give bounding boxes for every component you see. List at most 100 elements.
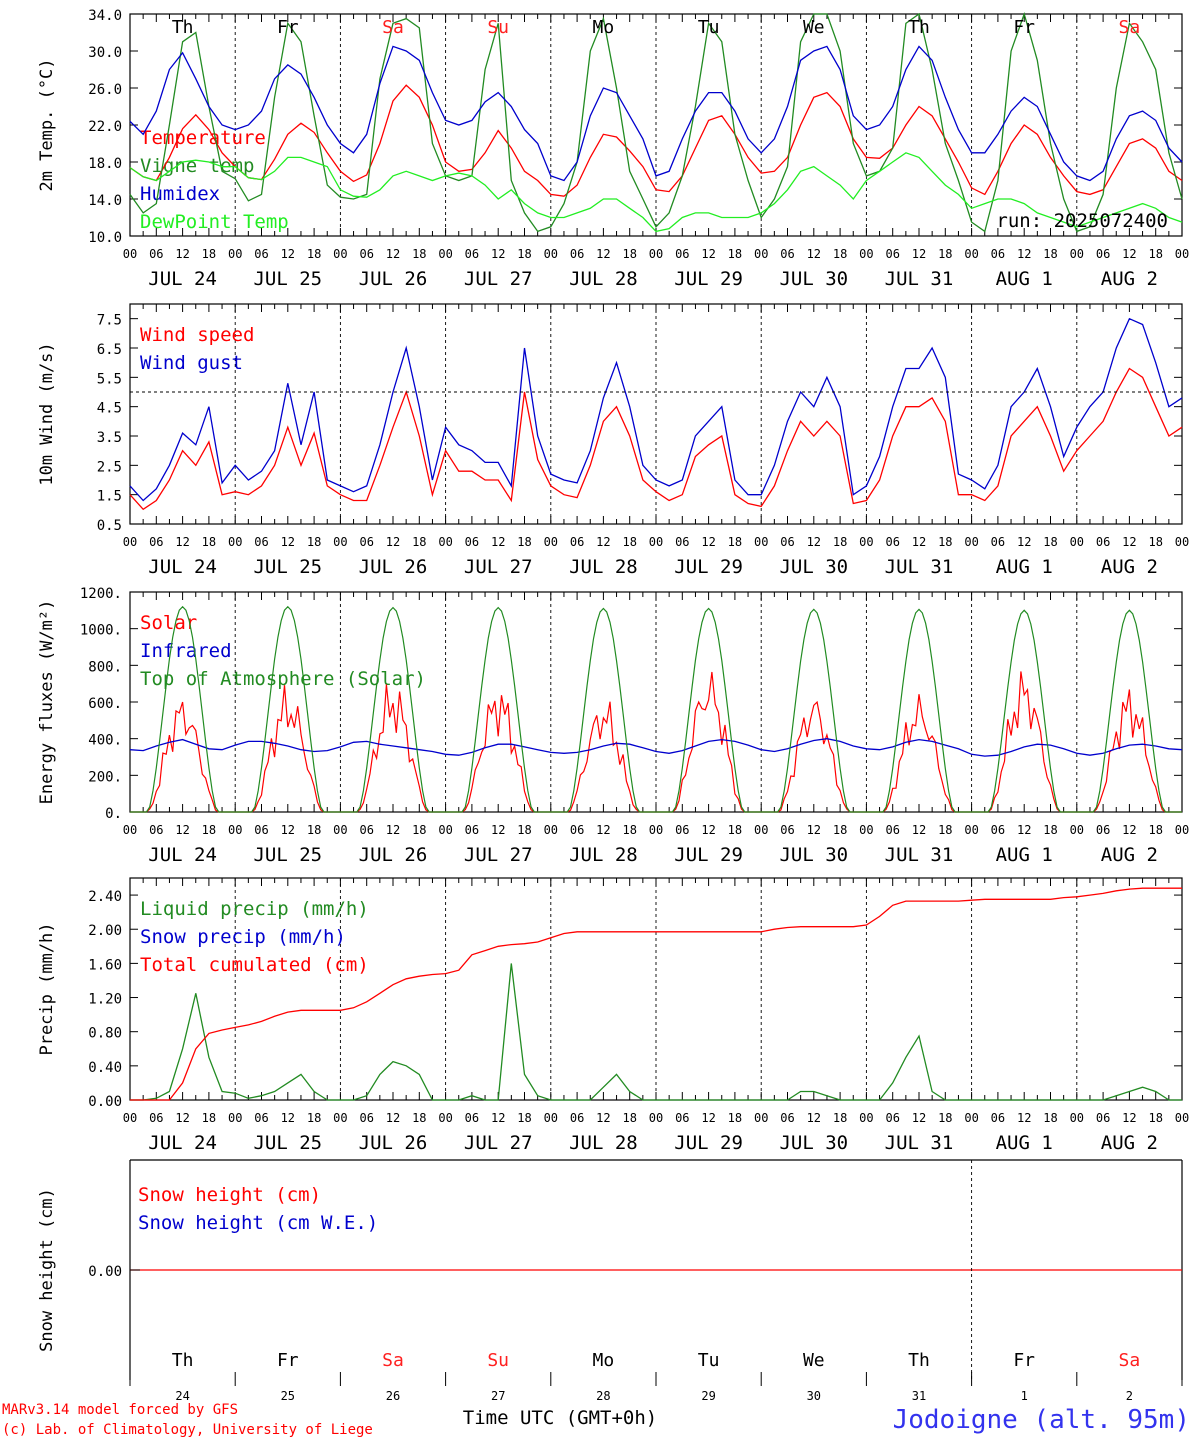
hour-label: 06	[570, 823, 584, 837]
hour-label: 12	[175, 1111, 189, 1125]
date-label: AUG 2	[1101, 844, 1158, 866]
hour-label: 00	[544, 535, 558, 549]
y-tick-label: 1200.	[80, 586, 122, 602]
footer-credit: (c) Lab. of Climatology, University of L…	[2, 1422, 373, 1438]
hour-label: 12	[281, 535, 295, 549]
legend-entry: Total cumulated (cm)	[140, 954, 369, 976]
y-tick-label: 2.5	[97, 459, 122, 475]
hour-label: 12	[1017, 1111, 1031, 1125]
hour-label: 18	[517, 535, 531, 549]
hour-label: 00	[649, 823, 663, 837]
hour-label: 00	[1175, 1111, 1189, 1125]
day-number: 24	[175, 1389, 189, 1403]
hour-label: 00	[1070, 247, 1084, 261]
y-tick-label: 7.5	[97, 313, 122, 329]
hour-label: 18	[517, 247, 531, 261]
hour-label: 00	[754, 535, 768, 549]
series-top-of-atmosphere-solar-	[130, 605, 1182, 813]
hour-label: 18	[1148, 247, 1162, 261]
hour-label: 18	[202, 1111, 216, 1125]
day-number: 31	[912, 1389, 926, 1403]
y-axis-label: Precip (mm/h)	[37, 922, 57, 1055]
y-axis-label: 2m Temp. (°C)	[37, 58, 57, 191]
date-label: JUL 26	[359, 844, 428, 866]
day-number: 27	[491, 1389, 505, 1403]
date-label: AUG 1	[996, 844, 1053, 866]
hour-label: 18	[517, 823, 531, 837]
hour-label: 12	[491, 1111, 505, 1125]
date-label: JUL 31	[885, 268, 954, 290]
hour-label: 00	[228, 247, 242, 261]
hour-label: 12	[596, 1111, 610, 1125]
hour-label: 06	[254, 247, 268, 261]
hour-label: 06	[254, 535, 268, 549]
hour-label: 06	[359, 247, 373, 261]
date-label: JUL 28	[569, 1132, 638, 1154]
hour-label: 12	[596, 535, 610, 549]
y-tick-label: 30.0	[88, 45, 122, 61]
hour-label: 06	[149, 535, 163, 549]
hour-label: 00	[1070, 823, 1084, 837]
day-name: Fr	[277, 17, 299, 38]
date-label: JUL 24	[148, 268, 217, 290]
hour-label: 12	[281, 247, 295, 261]
hour-label: 18	[622, 535, 636, 549]
hour-label: 12	[491, 247, 505, 261]
day-name: Th	[172, 17, 194, 38]
hour-label: 00	[123, 247, 137, 261]
day-name: Sa	[1119, 17, 1141, 38]
hour-label: 06	[780, 823, 794, 837]
hour-label: 18	[1043, 823, 1057, 837]
hour-label: 18	[1148, 1111, 1162, 1125]
hour-label: 00	[228, 823, 242, 837]
hour-label: 06	[675, 247, 689, 261]
hour-label: 06	[675, 535, 689, 549]
hour-label: 18	[412, 535, 426, 549]
date-label: JUL 28	[569, 556, 638, 578]
hour-label: 00	[123, 1111, 137, 1125]
series-wind-speed	[129, 367, 1183, 511]
y-tick-label: 400.	[88, 733, 122, 749]
date-label: AUG 2	[1101, 1132, 1158, 1154]
day-name: Tu	[698, 17, 720, 38]
hour-label: 06	[570, 247, 584, 261]
hour-label: 06	[991, 247, 1005, 261]
hour-label: 18	[728, 1111, 742, 1125]
hour-label: 12	[386, 823, 400, 837]
y-tick-label: 0.	[105, 806, 122, 822]
legend-entry: Vigne temp	[140, 155, 254, 177]
hour-label: 00	[754, 823, 768, 837]
hour-label: 18	[833, 1111, 847, 1125]
hour-label: 12	[1122, 535, 1136, 549]
date-label: JUL 27	[464, 268, 533, 290]
hour-label: 18	[938, 1111, 952, 1125]
hour-label: 12	[701, 823, 715, 837]
date-label: JUL 28	[569, 844, 638, 866]
hour-label: 12	[912, 535, 926, 549]
hour-label: 00	[123, 535, 137, 549]
hour-label: 00	[1175, 823, 1189, 837]
hour-label: 18	[938, 247, 952, 261]
date-label: JUL 24	[148, 556, 217, 578]
y-tick-label: 1.60	[88, 957, 122, 973]
hour-label: 18	[307, 823, 321, 837]
hour-label: 00	[1070, 1111, 1084, 1125]
hour-label: 00	[649, 247, 663, 261]
date-label: JUL 31	[885, 1132, 954, 1154]
hour-label: 18	[307, 1111, 321, 1125]
hour-label: 12	[386, 247, 400, 261]
y-axis-label: Snow height (cm)	[37, 1188, 57, 1352]
legend-entry: Wind gust	[140, 352, 243, 374]
hour-label: 18	[728, 535, 742, 549]
hour-label: 06	[885, 823, 899, 837]
y-tick-label: 0.80	[88, 1026, 122, 1042]
hour-label: 06	[991, 535, 1005, 549]
date-label: JUL 29	[674, 556, 743, 578]
hour-label: 18	[938, 535, 952, 549]
y-tick-label: 1.20	[88, 992, 122, 1008]
hour-label: 00	[859, 823, 873, 837]
hour-label: 18	[938, 823, 952, 837]
legend-entry: Snow precip (mm/h)	[140, 926, 346, 948]
hour-label: 18	[202, 535, 216, 549]
